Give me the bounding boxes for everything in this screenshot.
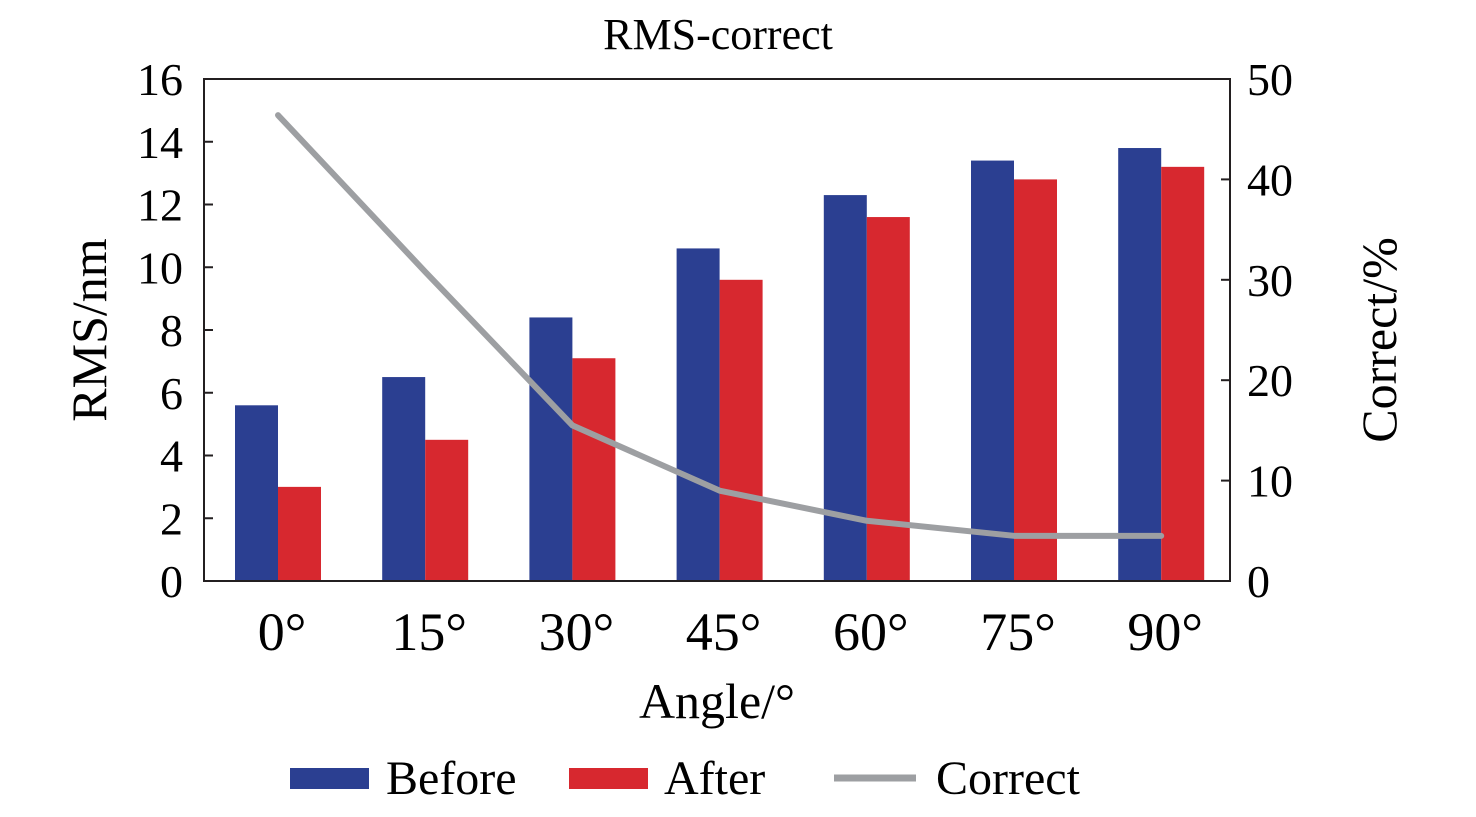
left-tick-label-8: 16 [137, 54, 183, 105]
bar-after-5 [1014, 179, 1057, 581]
bar-before-6 [1118, 148, 1162, 581]
bar-before-3 [676, 248, 720, 582]
y-axis-label: RMS/nm [61, 238, 117, 422]
bar-before-0 [235, 405, 278, 581]
legend-label-after: After [664, 752, 765, 805]
bar-after-1 [425, 439, 469, 581]
bar-after-6 [1161, 166, 1205, 581]
right-tick-label-3: 30 [1247, 255, 1293, 306]
x-axis-ticks: 0° 15° 30° 45° 60° 75° 90° [258, 602, 1203, 662]
y2-axis-label: Correct/% [1351, 237, 1407, 442]
right-tick-label-4: 40 [1247, 154, 1293, 205]
bar-after-2 [572, 358, 616, 581]
right-axis-ticks: 0 10 20 30 40 50 [1221, 54, 1293, 607]
right-tick-label-1: 10 [1247, 456, 1293, 507]
bar-after-0 [278, 486, 321, 581]
bar-before-5 [971, 160, 1014, 581]
x-tick-label-4: 60° [833, 602, 909, 662]
legend-label-before: Before [386, 752, 517, 805]
legend-swatch-before [290, 768, 369, 789]
x-tick-label-6: 90° [1127, 602, 1203, 662]
legend-swatch-after [569, 768, 648, 789]
legend-label-correct: Correct [936, 752, 1081, 805]
x-tick-label-0: 0° [258, 602, 307, 662]
x-tick-label-2: 30° [539, 602, 615, 662]
left-tick-label-2: 4 [160, 431, 183, 482]
left-tick-label-5: 10 [137, 242, 183, 293]
bars-group [235, 148, 1205, 582]
left-tick-label-1: 2 [160, 493, 183, 544]
right-tick-label-0: 0 [1247, 556, 1270, 607]
right-tick-label-2: 20 [1247, 355, 1293, 406]
bar-after-3 [719, 279, 763, 581]
x-axis-label: Angle/° [639, 673, 795, 729]
bar-before-2 [529, 317, 573, 581]
x-tick-label-5: 75° [980, 602, 1056, 662]
bar-before-1 [382, 377, 426, 581]
left-axis-ticks: 0 2 4 6 8 10 12 14 16 [137, 54, 213, 607]
left-tick-label-4: 8 [160, 305, 183, 356]
chart-title: RMS-correct [603, 10, 833, 59]
correct-line [275, 112, 1165, 539]
left-tick-label-3: 6 [160, 368, 183, 419]
correct-line-group [275, 112, 1165, 539]
bar-before-4 [823, 195, 867, 581]
left-tick-label-6: 12 [137, 180, 183, 231]
x-tick-label-3: 45° [686, 602, 762, 662]
legend: Before After Correct [290, 752, 1081, 805]
left-tick-label-7: 14 [137, 117, 183, 168]
x-tick-label-1: 15° [391, 602, 467, 662]
left-tick-label-0: 0 [160, 556, 183, 607]
right-tick-label-5: 50 [1247, 54, 1293, 105]
